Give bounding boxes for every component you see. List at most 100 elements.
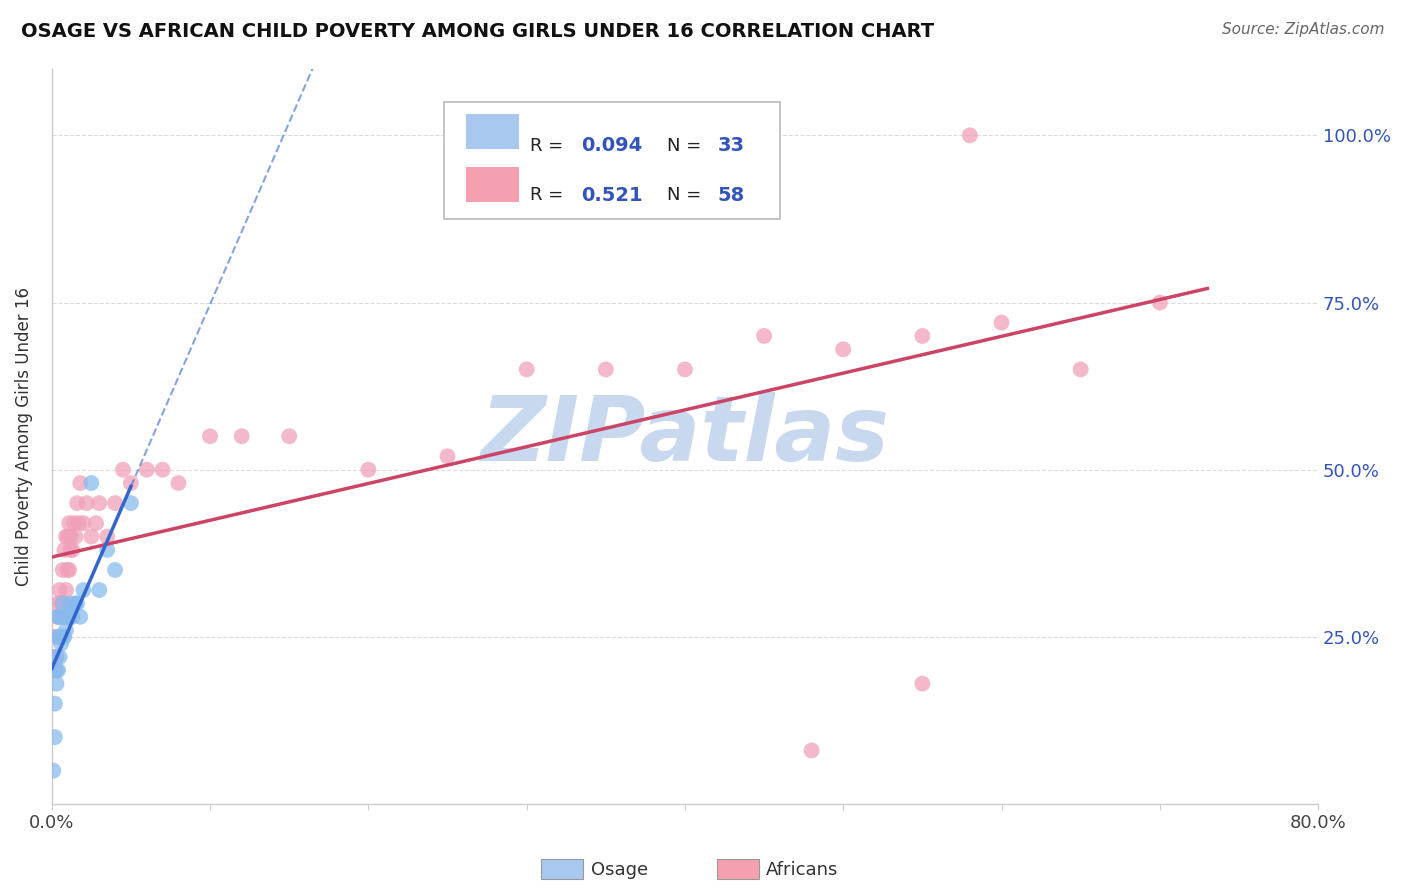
- Point: [58, 516, 80, 531]
- Point: [51, 609, 73, 624]
- Point: [58, 563, 80, 577]
- Point: [752, 329, 775, 343]
- Point: [167, 476, 190, 491]
- Text: N =: N =: [668, 136, 707, 154]
- Point: [66, 496, 89, 510]
- Point: [111, 463, 134, 477]
- Text: Osage: Osage: [591, 861, 648, 879]
- Point: [42, 764, 65, 778]
- Point: [67, 516, 90, 531]
- Text: Source: ZipAtlas.com: Source: ZipAtlas.com: [1222, 22, 1385, 37]
- Point: [48, 609, 70, 624]
- Point: [55, 530, 77, 544]
- Point: [52, 596, 75, 610]
- Point: [59, 542, 82, 557]
- Point: [51, 609, 73, 624]
- Point: [48, 582, 70, 597]
- Bar: [465, 167, 519, 202]
- Y-axis label: Child Poverty Among Girls Under 16: Child Poverty Among Girls Under 16: [15, 286, 32, 586]
- Point: [96, 530, 118, 544]
- Point: [52, 596, 75, 610]
- Point: [56, 563, 79, 577]
- Point: [89, 582, 111, 597]
- Point: [63, 516, 86, 531]
- Point: [44, 697, 66, 711]
- Point: [595, 362, 617, 376]
- Point: [48, 630, 70, 644]
- Point: [673, 362, 696, 376]
- Point: [65, 530, 87, 544]
- Point: [800, 743, 823, 757]
- Point: [48, 630, 70, 644]
- Point: [46, 596, 69, 610]
- Text: 58: 58: [718, 186, 745, 204]
- Point: [55, 582, 77, 597]
- Point: [60, 542, 83, 557]
- Text: 0.094: 0.094: [581, 136, 643, 155]
- Text: Africans: Africans: [766, 861, 838, 879]
- Point: [51, 636, 73, 650]
- Point: [45, 649, 67, 664]
- Point: [59, 530, 82, 544]
- Point: [56, 609, 79, 624]
- Point: [231, 429, 253, 443]
- Point: [53, 630, 76, 644]
- Point: [65, 596, 87, 610]
- Point: [959, 128, 981, 143]
- Point: [516, 362, 538, 376]
- Point: [52, 563, 75, 577]
- Point: [1070, 362, 1092, 376]
- Point: [59, 596, 82, 610]
- Point: [48, 649, 70, 664]
- Point: [357, 463, 380, 477]
- Point: [51, 596, 73, 610]
- Point: [55, 623, 77, 637]
- Point: [120, 476, 142, 491]
- Point: [96, 542, 118, 557]
- Point: [45, 609, 67, 624]
- Point: [58, 609, 80, 624]
- Point: [72, 516, 94, 531]
- Point: [104, 496, 127, 510]
- Point: [104, 563, 127, 577]
- Point: [595, 128, 617, 143]
- Point: [198, 429, 221, 443]
- Text: 0.521: 0.521: [581, 186, 643, 204]
- Point: [84, 516, 107, 531]
- Point: [44, 630, 66, 644]
- Point: [832, 343, 855, 357]
- Point: [278, 429, 301, 443]
- Point: [46, 609, 69, 624]
- Point: [55, 609, 77, 624]
- Point: [80, 476, 103, 491]
- Point: [42, 649, 65, 664]
- Point: [60, 609, 83, 624]
- Point: [69, 609, 91, 624]
- Text: 33: 33: [718, 136, 745, 155]
- Text: ZIPatlas: ZIPatlas: [481, 392, 890, 480]
- Point: [45, 663, 67, 677]
- Point: [436, 450, 458, 464]
- Point: [911, 676, 934, 690]
- Point: [990, 316, 1012, 330]
- Point: [72, 582, 94, 597]
- Point: [53, 609, 76, 624]
- Point: [46, 630, 69, 644]
- Point: [152, 463, 174, 477]
- Point: [76, 496, 98, 510]
- Point: [46, 630, 69, 644]
- FancyBboxPatch shape: [444, 102, 780, 219]
- Text: R =: R =: [530, 136, 569, 154]
- Point: [44, 663, 66, 677]
- Point: [69, 476, 91, 491]
- Text: OSAGE VS AFRICAN CHILD POVERTY AMONG GIRLS UNDER 16 CORRELATION CHART: OSAGE VS AFRICAN CHILD POVERTY AMONG GIR…: [21, 22, 934, 41]
- Point: [911, 329, 934, 343]
- Point: [53, 542, 76, 557]
- Point: [1149, 295, 1171, 310]
- Point: [56, 530, 79, 544]
- Bar: [465, 114, 519, 150]
- Point: [45, 649, 67, 664]
- Point: [44, 730, 66, 744]
- Point: [53, 596, 76, 610]
- Point: [89, 496, 111, 510]
